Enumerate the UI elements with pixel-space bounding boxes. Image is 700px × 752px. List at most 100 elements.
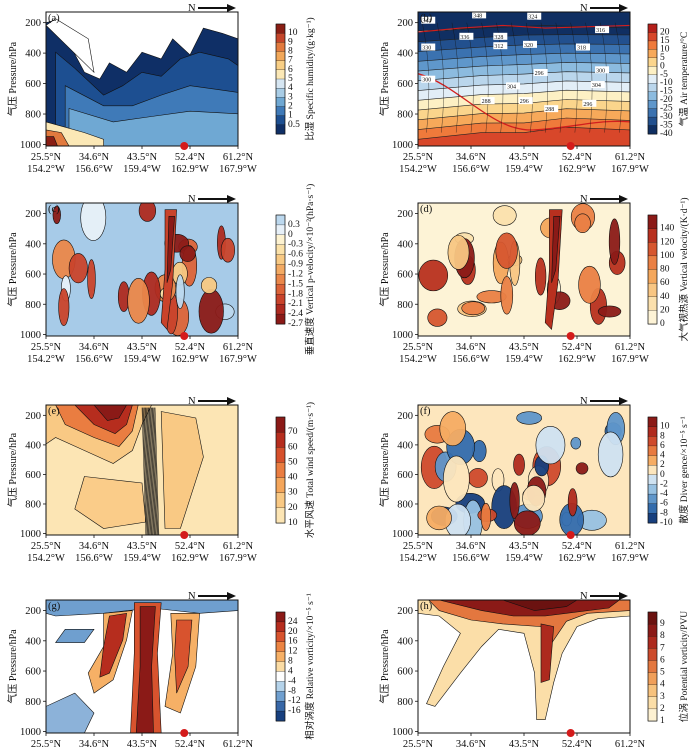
colorbar-tick-label: 6: [288, 65, 293, 75]
x-tick-lon: 162.9°W: [558, 164, 596, 175]
x-tick-lon: 167.9°W: [219, 164, 257, 175]
panel-h: (h) N 200 400 600 800 1000 气压 Pressure/hPa 25.5°…: [378, 591, 690, 752]
field-region: [426, 505, 452, 531]
y-tick-label: 400: [397, 440, 413, 451]
colorbar-tick-label: 60: [660, 278, 670, 288]
colorbar-swatch: [275, 304, 286, 315]
field-region: [166, 216, 175, 283]
theta-contour: [511, 22, 519, 133]
colorbar-tick-label: 100: [660, 251, 675, 261]
contour-label: 320: [524, 43, 533, 49]
field-region: [513, 510, 541, 535]
colorbar-tick-label: 1: [288, 111, 293, 121]
colorbar-tick-label: 7: [288, 56, 293, 66]
colorbar-tick-label: 1: [660, 716, 665, 726]
colorbar-tick-label: -25: [660, 104, 673, 114]
colorbar-tick-label: 5: [660, 668, 665, 678]
colorbar-tick-label: 12: [288, 647, 298, 657]
x-tick-lon: 154.2°W: [399, 164, 437, 175]
field-region: [55, 629, 95, 643]
north-label: N: [580, 591, 588, 602]
field-region: [439, 411, 467, 447]
colorbar-swatch: [275, 631, 286, 643]
colorbar-tick-label: 8: [288, 47, 293, 57]
colorbar-swatch: [647, 660, 658, 674]
x-tick-lat: 34.6°N: [79, 541, 110, 552]
x-tick-lat: 52.4°N: [562, 342, 593, 353]
north-arrowhead: [227, 4, 236, 12]
plot-area: [418, 405, 630, 535]
panel-b: 344 348 330 336 324 320 312 328 300 304 318 316 296 3…: [378, 3, 690, 175]
y-tick-label: 600: [25, 79, 41, 90]
x-tick-lat: 43.5°N: [509, 541, 540, 552]
contour-label-bg: [421, 16, 436, 24]
field-region: [570, 437, 582, 450]
contour-label-bg: [595, 66, 610, 74]
field-region: [495, 232, 518, 269]
colorbar-swatch: [275, 611, 286, 623]
contour-label-bg: [421, 43, 436, 51]
colorbar-swatch: [275, 23, 286, 34]
field-region: [418, 600, 630, 720]
panel-label: (c): [48, 204, 60, 215]
x-tick-lat: 61.2°N: [223, 342, 254, 353]
colorbar-tick-label: -1.2: [288, 269, 303, 279]
x-tick-lon: 159.4°W: [505, 553, 543, 564]
wind-contour: [147, 407, 153, 535]
y-axis-label: 气压 Pressure/hPa: [6, 629, 19, 704]
theta-contour: [436, 22, 444, 133]
theta-contour: [585, 22, 593, 133]
plot-area: [418, 600, 630, 733]
contour-label: 318: [577, 46, 586, 52]
colorbar-tick-label: 40: [288, 473, 298, 483]
colorbar-tick-label: -2: [660, 479, 668, 489]
colorbar-tick-label: 140: [660, 224, 675, 234]
colorbar-tick-label: 8: [288, 657, 293, 667]
x-tick-lon: 159.4°W: [505, 164, 543, 175]
colorbar-tick-label: -12: [288, 696, 301, 706]
colorbar-tick-label: 4: [660, 451, 665, 461]
panel-e: (e) N 200 400 600 800 1000 气压 Pressure/hPa 25.5°…: [6, 396, 316, 564]
x-tick-lat: 52.4°N: [562, 541, 593, 552]
colorbar-swatch: [647, 116, 658, 126]
wind-contour: [148, 407, 154, 535]
field-region: [87, 259, 96, 299]
colorbar-swatch: [647, 49, 658, 59]
colorbar-swatch: [275, 97, 286, 107]
y-tick-label: 600: [25, 470, 41, 481]
colorbar-swatch: [275, 416, 286, 433]
field-region: [467, 468, 488, 488]
contour-label-bg: [493, 32, 508, 40]
colorbar-swatch: [647, 436, 658, 447]
x-tick-lat: 34.6°N: [456, 342, 487, 353]
north-arrowhead: [227, 592, 236, 600]
colorbar-frame: [275, 611, 286, 722]
y-tick-label: 400: [397, 636, 413, 647]
y-tick-label: 400: [397, 49, 413, 60]
x-tick-lon: 156.6°W: [75, 354, 113, 365]
wind-contour: [150, 407, 155, 535]
colorbar-tick-label: -30: [660, 112, 673, 122]
north-arrowhead: [227, 195, 236, 203]
colorbar-swatch: [647, 242, 658, 257]
colorbar-tick-label: -20: [660, 95, 673, 105]
field-region: [175, 274, 185, 310]
y-tick-label: 600: [25, 270, 41, 281]
x-tick-lon: 167.9°W: [611, 354, 649, 365]
x-tick-lon: 162.9°W: [171, 164, 209, 175]
contour-label-bg: [533, 68, 548, 76]
colorbar-frame: [647, 23, 658, 135]
y-tick-label: 200: [25, 606, 41, 617]
colorbar-swatch: [275, 313, 286, 325]
field-region: [597, 431, 624, 478]
y-tick-label: 200: [397, 411, 413, 422]
colorbar-tick-label: -0.9: [288, 260, 303, 270]
north-arrowhead: [619, 4, 628, 12]
y-tick-label: 400: [397, 239, 413, 250]
colorbar-tick-label: -2.4: [288, 309, 303, 319]
x-tick-lat: 61.2°N: [615, 541, 646, 552]
colorbar-tick-label: 4: [288, 83, 293, 93]
colorbar-frame: [275, 23, 286, 135]
colorbar-swatch: [647, 91, 658, 101]
